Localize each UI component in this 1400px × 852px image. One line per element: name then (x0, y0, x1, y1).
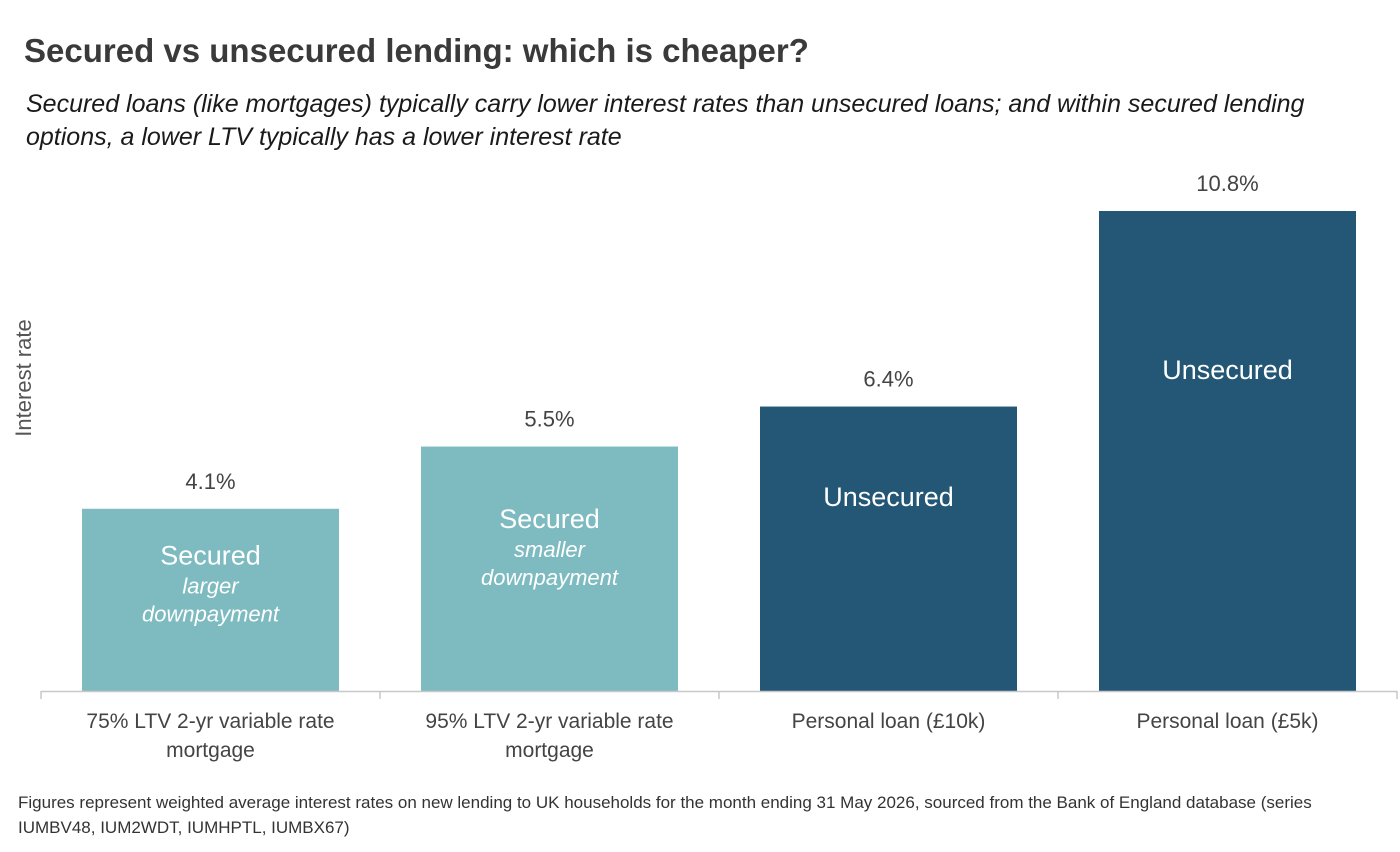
bar-category-label: Unsecured (823, 482, 954, 512)
x-tick-label: 95% LTV 2-yr variable rate (425, 710, 673, 733)
bar-sub-label: larger (182, 573, 240, 598)
bar-chart: Interest rate 4.1% Secured larger downpaymen… (11, 171, 1398, 762)
bar-sub-label: downpayment (481, 565, 619, 590)
bar-category-label: Unsecured (1162, 355, 1293, 385)
data-label: 6.4% (863, 367, 913, 392)
bar-category-label: Secured (160, 540, 261, 570)
chart-footnote: Figures represent weighted average inter… (18, 793, 1312, 837)
bar (1099, 211, 1356, 691)
bar-sub-label: smaller (514, 537, 587, 562)
bar (82, 508, 339, 691)
x-tick-label: 75% LTV 2-yr variable rate (86, 710, 334, 733)
bar (421, 446, 678, 691)
bar-category-label: Secured (499, 504, 600, 534)
chart-title: Secured vs unsecured lending: which is c… (24, 32, 809, 69)
bar-sub-label: downpayment (142, 601, 280, 626)
chart-subtitle: Secured loans (like mortgages) typically… (26, 90, 1305, 151)
data-label: 4.1% (185, 469, 235, 494)
bar (760, 406, 1017, 691)
x-tick-label: mortgage (505, 739, 594, 762)
data-label: 10.8% (1196, 171, 1258, 196)
y-axis-label: Interest rate (11, 319, 36, 436)
x-tick-label: mortgage (166, 739, 255, 762)
x-tick-label: Personal loan (£5k) (1136, 710, 1318, 733)
data-label: 5.5% (524, 407, 574, 432)
x-tick-label: Personal loan (£10k) (792, 710, 986, 733)
